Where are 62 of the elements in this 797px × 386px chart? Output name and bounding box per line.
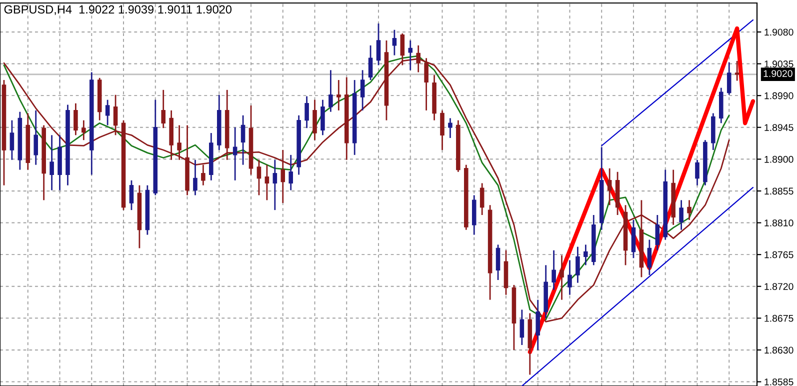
candlestick <box>607 168 612 206</box>
y-tick-label: 1.8675 <box>764 314 794 322</box>
y-tick-label: 1.8720 <box>764 283 794 290</box>
candlestick <box>320 99 325 136</box>
y-tick-label: 1.8630 <box>764 346 794 354</box>
candlestick <box>576 246 580 284</box>
candlestick <box>392 29 397 56</box>
candlestick <box>584 244 588 266</box>
candlestick <box>679 199 684 231</box>
chart-title: GBPUSD,H4 1.9022 1.9039 1.9011 1.9020 <box>4 5 232 15</box>
y-tick-label: 1.8810 <box>764 220 794 226</box>
candlestick <box>496 244 500 281</box>
candlestick <box>734 60 740 82</box>
candlestick <box>568 260 572 296</box>
candlestick <box>647 239 652 276</box>
ref-line-label: 1.9020 <box>764 70 792 77</box>
candlestick <box>336 79 341 112</box>
candlestick <box>368 44 373 81</box>
candlestick <box>10 120 14 161</box>
y-tick-label: 1.8585 <box>764 378 794 386</box>
candlestick <box>201 164 206 186</box>
y-tick-label: 1.8990 <box>764 92 794 100</box>
candlestick <box>177 124 182 161</box>
candlestick <box>280 149 286 204</box>
candlestick <box>304 96 309 129</box>
candlestick <box>74 102 78 136</box>
candlestick <box>560 254 564 300</box>
candlestick <box>82 120 86 141</box>
candlestick <box>312 99 317 141</box>
candlestick <box>360 69 365 112</box>
y-tick-label: 1.8765 <box>764 251 794 258</box>
candlestick <box>272 159 278 211</box>
candlestick <box>288 154 293 191</box>
candlestick <box>264 164 270 201</box>
candlestick <box>129 180 134 211</box>
y-tick-label: 1.8855 <box>764 188 794 195</box>
candlestick <box>34 110 38 166</box>
candlestick <box>448 117 452 139</box>
y-tick-label: 1.8900 <box>764 156 794 163</box>
candlestick <box>105 99 110 126</box>
y-tick-label: 1.8945 <box>764 124 794 131</box>
candlestick <box>232 126 238 182</box>
candlestick <box>536 299 540 351</box>
candlestick <box>695 159 700 186</box>
candlestick <box>161 89 166 129</box>
candlestick <box>440 110 444 151</box>
y-tick-label: 1.9080 <box>764 28 794 36</box>
candlestick <box>726 62 732 96</box>
candlestick <box>50 134 54 191</box>
candlestick <box>328 69 333 113</box>
candlestick <box>655 214 660 252</box>
candlestick <box>113 94 118 136</box>
candlestick <box>552 250 556 291</box>
candlestick <box>520 308 524 346</box>
y-tick-label: 1.9035 <box>764 60 794 68</box>
candlestick <box>408 40 413 71</box>
candlestick <box>193 159 198 196</box>
candlestick <box>256 159 262 196</box>
candlestick <box>240 114 246 166</box>
candlestick <box>480 182 484 216</box>
candlestick <box>687 199 692 221</box>
candlestick <box>376 22 381 66</box>
